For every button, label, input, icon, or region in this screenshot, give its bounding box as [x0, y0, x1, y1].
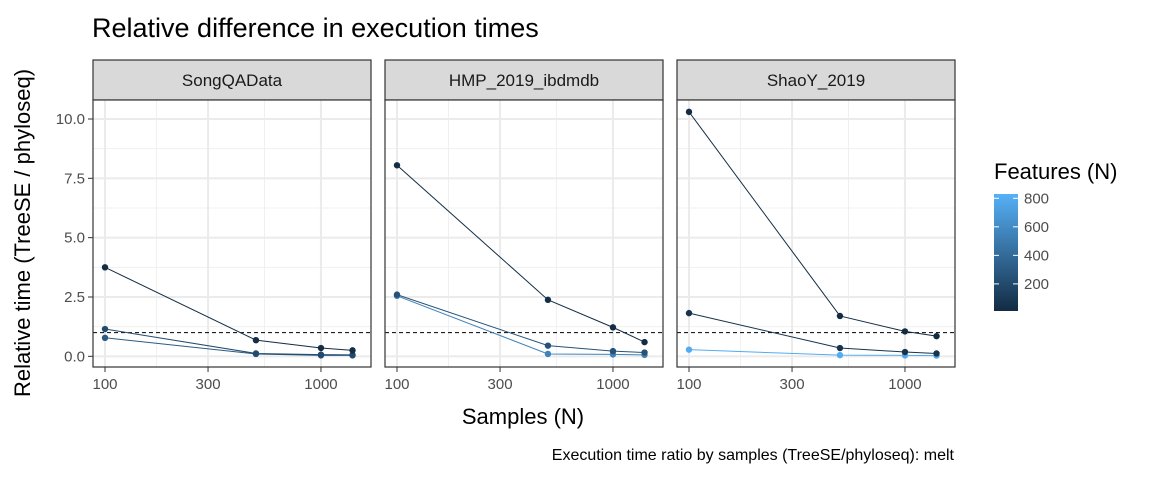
- legend-break-label: 600: [1024, 219, 1049, 236]
- panel-border: [384, 99, 664, 368]
- legend-break-label: 400: [1024, 247, 1049, 264]
- color-legend: Features (N) 200 400 600 800: [994, 159, 1117, 311]
- data-point: [641, 349, 648, 356]
- data-point: [836, 312, 844, 320]
- series-line: [688, 111, 937, 337]
- x-tick-label: 100: [92, 376, 117, 393]
- chart-caption: Execution time ratio by samples (TreeSE/…: [552, 447, 955, 464]
- series-line: [104, 266, 353, 351]
- data-point: [685, 309, 693, 317]
- y-tick-label: 7.5: [64, 170, 85, 187]
- data-point: [685, 108, 693, 116]
- series-line: [688, 349, 937, 357]
- data-point: [609, 347, 617, 355]
- data-point: [349, 347, 356, 354]
- y-axis-title: Relative time (TreeSE / phyloseq): [10, 69, 35, 397]
- x-tick-label: 100: [384, 376, 409, 393]
- data-point: [836, 351, 844, 359]
- data-point: [317, 344, 325, 352]
- y-tick-label: 2.5: [64, 289, 85, 306]
- data-point: [101, 264, 109, 271]
- data-point: [393, 162, 401, 169]
- data-point: [317, 351, 325, 358]
- x-axis-title: Samples (N): [462, 404, 584, 429]
- panel-1: HMP_2019_ibdmdb 100 300 1000: [384, 59, 664, 393]
- panel-border: [92, 99, 372, 368]
- series-line: [688, 312, 937, 354]
- panel-plot-area: [93, 100, 371, 367]
- data-point: [836, 344, 844, 352]
- y-tick-label: 0.0: [64, 348, 85, 365]
- panel-strip-label: HMP_2019_ibdmdb: [449, 71, 599, 90]
- panels-layer: SongQAData 100 300 1000 0.0 2.5 5.0 7.5 10.0 HMP_…: [56, 59, 956, 393]
- data-point: [933, 332, 940, 340]
- x-tick-label: 100: [676, 376, 701, 393]
- data-point: [101, 325, 109, 333]
- data-point: [393, 291, 401, 298]
- x-tick-label: 1000: [304, 376, 337, 393]
- panel-strip-label: SongQAData: [182, 71, 283, 90]
- panel-strip: [676, 59, 956, 101]
- data-point: [544, 350, 552, 358]
- chart-title: Relative difference in execution times: [92, 13, 539, 43]
- series-line: [104, 337, 353, 356]
- data-point: [933, 350, 940, 357]
- data-point: [901, 348, 909, 356]
- panel-0: SongQAData 100 300 1000 0.0 2.5 5.0 7.5 10.0: [56, 59, 372, 393]
- legend-colorbar: [994, 194, 1018, 311]
- data-point: [609, 324, 617, 331]
- series-line: [396, 294, 645, 354]
- panel-2: ShaoY_2019 100 300 1000: [676, 59, 956, 393]
- panel-plot-area: [385, 100, 663, 367]
- panel-strip-label: ShaoY_2019: [767, 71, 865, 90]
- y-tick-label: 5.0: [64, 230, 85, 247]
- data-point: [349, 351, 356, 359]
- x-tick-label: 1000: [888, 376, 921, 393]
- x-tick-label: 300: [488, 376, 513, 393]
- data-point: [685, 346, 693, 353]
- data-point: [901, 328, 909, 335]
- panel-strip: [92, 59, 372, 101]
- y-tick-label: 10.0: [56, 111, 85, 128]
- data-point: [252, 350, 260, 357]
- x-tick-label: 300: [196, 376, 221, 393]
- data-point: [252, 336, 260, 344]
- x-tick-label: 300: [780, 376, 805, 393]
- data-point: [544, 296, 552, 304]
- legend-break-label: 800: [1024, 190, 1049, 207]
- x-tick-label: 1000: [596, 376, 629, 393]
- series-line: [396, 295, 645, 356]
- series-line: [396, 164, 645, 343]
- legend-break-label: 200: [1024, 276, 1049, 293]
- legend-title: Features (N): [994, 159, 1117, 184]
- data-point: [641, 338, 648, 346]
- series-line: [104, 328, 353, 356]
- panel-border: [676, 99, 956, 368]
- data-point: [101, 334, 109, 342]
- data-point: [544, 342, 552, 349]
- panel-plot-area: [677, 100, 955, 367]
